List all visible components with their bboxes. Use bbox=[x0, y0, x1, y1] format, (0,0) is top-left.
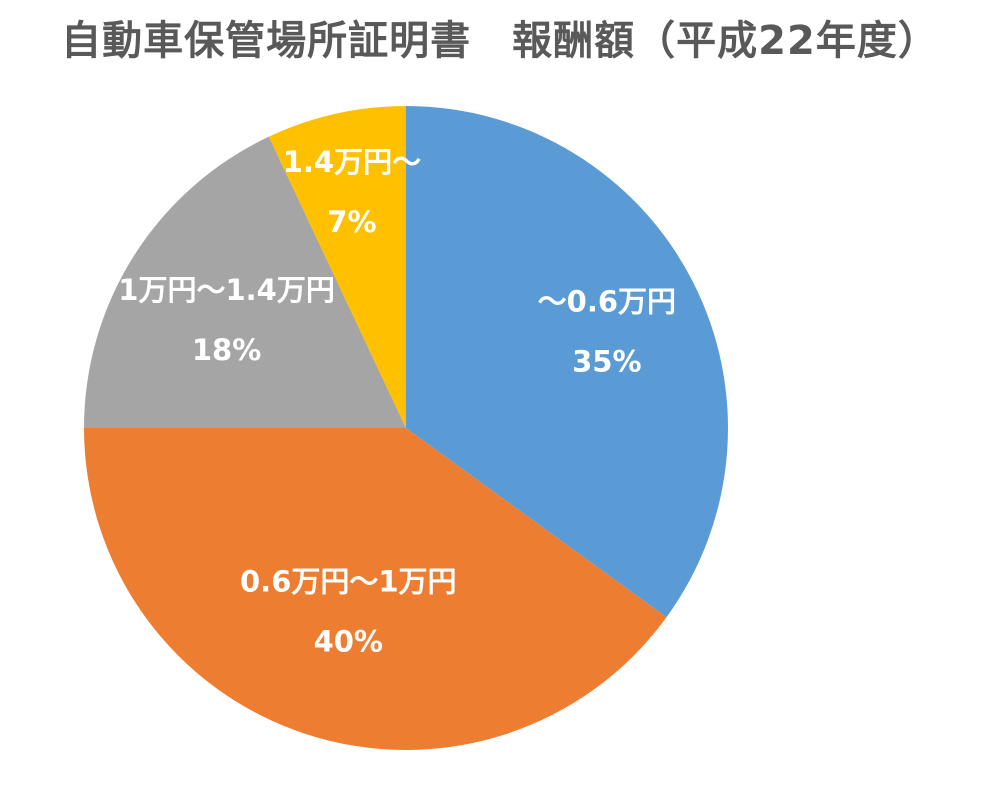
pie-slices bbox=[84, 106, 728, 751]
pie-slice-1 bbox=[406, 106, 728, 618]
slice-label-2: 0.6万円～1万円 bbox=[240, 565, 457, 599]
slice-percent-2: 40% bbox=[314, 625, 383, 659]
slice-percent-1: 35% bbox=[572, 345, 641, 379]
chart-title: 自動車保管場所証明書 報酬額（平成22年度） bbox=[61, 18, 939, 64]
pie-slice-2 bbox=[84, 428, 667, 751]
pie-slice-4 bbox=[268, 106, 406, 428]
slice-percent-4: 7% bbox=[327, 205, 376, 239]
pie-slice-3 bbox=[84, 136, 406, 428]
slice-label-4: 1.4万円～ bbox=[283, 145, 421, 179]
slice-percent-3: 18% bbox=[192, 333, 261, 367]
pie-labels: ～0.6万円 35% 0.6万円～1万円 40% 1万円～1.4万円 18% 1.4万円～ 7… bbox=[118, 145, 676, 659]
slice-label-1: ～0.6万円 bbox=[538, 285, 676, 319]
slice-label-3: 1万円～1.4万円 bbox=[118, 273, 335, 307]
